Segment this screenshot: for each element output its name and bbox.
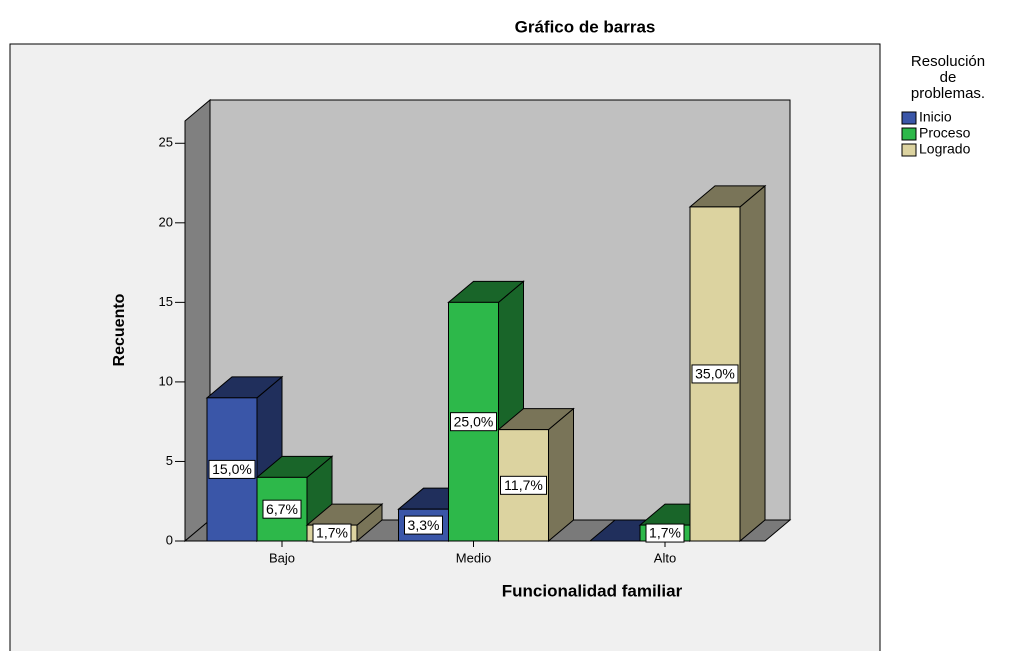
data-label: 6,7% xyxy=(266,501,298,517)
data-label-box xyxy=(450,412,497,432)
y-tick-label: 20 xyxy=(159,214,173,229)
bar-side xyxy=(548,407,574,543)
data-label-box xyxy=(208,459,256,479)
legend-label: Proceso xyxy=(919,125,971,141)
x-tick-label: Bajo xyxy=(269,550,295,565)
data-label-box xyxy=(645,523,685,543)
legend-title: de xyxy=(940,69,957,86)
legend-swatch xyxy=(901,111,917,125)
data-label: 11,7% xyxy=(504,477,543,493)
data-label-box xyxy=(691,364,739,384)
bar-side xyxy=(739,184,766,543)
chart-title: Gráfico de barras xyxy=(515,17,656,36)
data-label-box xyxy=(500,475,547,495)
data-label: 35,0% xyxy=(695,366,735,382)
legend-title: problemas. xyxy=(911,85,985,102)
data-label-box xyxy=(404,515,443,535)
data-label: 1,7% xyxy=(649,525,681,541)
y-tick-label: 0 xyxy=(166,532,173,547)
x-tick-label: Medio xyxy=(456,550,491,565)
y-tick-label: 15 xyxy=(159,294,173,309)
y-tick-label: 10 xyxy=(159,373,173,388)
legend-label: Inicio xyxy=(919,109,952,125)
y-tick-label: 25 xyxy=(159,135,173,150)
legend-title: Resolución xyxy=(911,53,985,70)
x-tick-label: Alto xyxy=(654,550,676,565)
data-label: 25,0% xyxy=(454,413,494,429)
legend-label: Logrado xyxy=(919,141,971,157)
data-label: 3,3% xyxy=(408,517,440,533)
side-wall xyxy=(184,98,211,543)
legend-swatch xyxy=(901,143,917,157)
data-label: 15,0% xyxy=(212,461,252,477)
data-label-box xyxy=(262,499,302,519)
x-axis-title: Funcionalidad familiar xyxy=(502,581,683,600)
y-tick-label: 5 xyxy=(166,453,173,468)
data-label-box xyxy=(312,523,352,543)
legend-swatch xyxy=(901,127,917,141)
data-label: 1,7% xyxy=(316,525,348,541)
y-axis-title: Recuento xyxy=(111,293,128,366)
